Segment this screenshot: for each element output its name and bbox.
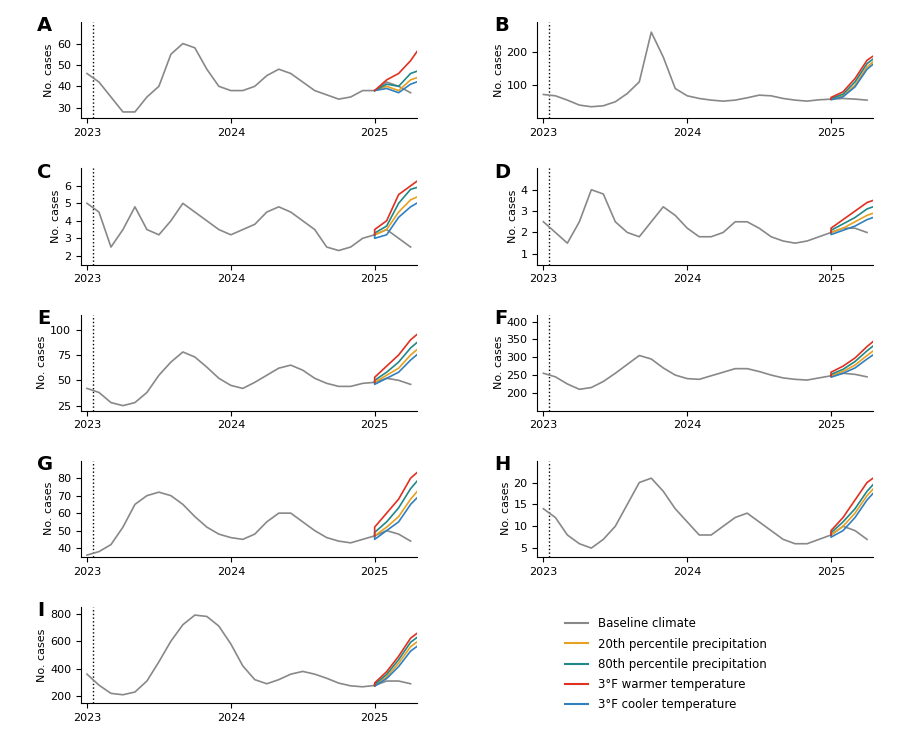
Text: F: F xyxy=(494,309,507,328)
Text: H: H xyxy=(494,455,510,474)
Y-axis label: No. cases: No. cases xyxy=(494,44,504,97)
Y-axis label: No. cases: No. cases xyxy=(38,336,48,389)
Y-axis label: No. cases: No. cases xyxy=(44,482,54,536)
Text: E: E xyxy=(38,309,50,328)
Text: A: A xyxy=(38,16,52,36)
Text: D: D xyxy=(494,163,510,181)
Y-axis label: No. cases: No. cases xyxy=(51,189,61,243)
Y-axis label: No. cases: No. cases xyxy=(38,628,48,682)
Y-axis label: No. cases: No. cases xyxy=(508,189,518,243)
Y-axis label: No. cases: No. cases xyxy=(494,336,504,389)
Text: I: I xyxy=(38,601,44,620)
Y-axis label: No. cases: No. cases xyxy=(44,44,54,97)
Text: B: B xyxy=(494,16,508,36)
Text: C: C xyxy=(38,163,51,181)
Legend: Baseline climate, 20th percentile precipitation, 80th percentile precipitation, : Baseline climate, 20th percentile precip… xyxy=(560,613,771,716)
Y-axis label: No. cases: No. cases xyxy=(500,482,511,536)
Text: G: G xyxy=(38,455,53,474)
